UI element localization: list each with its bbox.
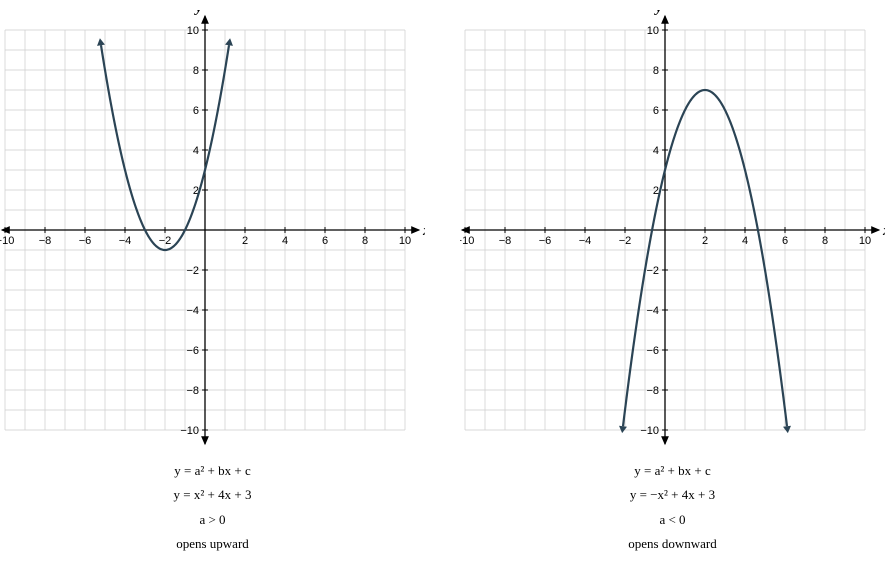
chart-right: −10−8−6−4−2246810−10−8−6−4−2246810xy [460, 10, 885, 450]
svg-text:x: x [422, 223, 425, 239]
svg-text:y: y [654, 10, 663, 16]
svg-text:−8: −8 [499, 235, 512, 247]
svg-text:6: 6 [322, 235, 328, 247]
svg-text:10: 10 [399, 235, 411, 247]
svg-text:−6: −6 [539, 235, 552, 247]
svg-text:−2: −2 [159, 235, 172, 247]
svg-text:2: 2 [702, 235, 708, 247]
svg-text:−2: −2 [619, 235, 632, 247]
svg-text:8: 8 [193, 65, 199, 77]
svg-text:2: 2 [242, 235, 248, 247]
svg-text:−10: −10 [640, 425, 659, 437]
svg-text:6: 6 [193, 105, 199, 117]
svg-text:6: 6 [782, 235, 788, 247]
svg-text:4: 4 [653, 145, 659, 157]
svg-text:10: 10 [187, 25, 199, 37]
svg-text:−10: −10 [180, 425, 199, 437]
eq-general-left: y = a² + bx + c [174, 459, 252, 482]
eq-specific-right: y = −x² + 4x + 3 [628, 483, 716, 506]
svg-text:8: 8 [653, 65, 659, 77]
svg-text:−6: −6 [79, 235, 92, 247]
svg-text:4: 4 [742, 235, 748, 247]
svg-text:−8: −8 [646, 385, 659, 397]
svg-text:−4: −4 [646, 305, 659, 317]
svg-text:−4: −4 [119, 235, 132, 247]
panel-left: −10−8−6−4−2246810−10−8−6−4−2246810xy y =… [0, 10, 425, 557]
svg-text:−10: −10 [460, 235, 474, 247]
captions-left: y = a² + bx + c y = x² + 4x + 3 a > 0 op… [174, 458, 252, 557]
panel-right: −10−8−6−4−2246810−10−8−6−4−2246810xy y =… [460, 10, 885, 557]
svg-text:−6: −6 [186, 345, 199, 357]
svg-text:−10: −10 [0, 235, 14, 247]
svg-text:−4: −4 [186, 305, 199, 317]
svg-text:−4: −4 [579, 235, 592, 247]
figure-row: −10 −8 −6 −4 −2 2 4 6 8 10 −10 −8 −6 −4 −2 2 4 6 8 10 x y y =… [10, 10, 875, 557]
svg-text:−6: −6 [646, 345, 659, 357]
svg-text:8: 8 [822, 235, 828, 247]
svg-text:4: 4 [193, 145, 199, 157]
a-sign-left: a > 0 [174, 508, 252, 531]
svg-text:6: 6 [653, 105, 659, 117]
svg-text:y: y [194, 10, 203, 16]
svg-text:8: 8 [362, 235, 368, 247]
eq-specific-left: y = x² + 4x + 3 [174, 483, 252, 506]
captions-right: y = a² + bx + c y = −x² + 4x + 3 a < 0 o… [628, 458, 716, 557]
svg-text:−8: −8 [39, 235, 52, 247]
svg-text:−8: −8 [186, 385, 199, 397]
svg-text:4: 4 [282, 235, 288, 247]
svg-text:−2: −2 [186, 265, 199, 277]
chart-left: −10−8−6−4−2246810−10−8−6−4−2246810xy [0, 10, 425, 450]
svg-text:10: 10 [647, 25, 659, 37]
svg-text:−2: −2 [646, 265, 659, 277]
a-sign-right: a < 0 [628, 508, 716, 531]
eq-general-right: y = a² + bx + c [628, 459, 716, 482]
svg-text:10: 10 [859, 235, 871, 247]
